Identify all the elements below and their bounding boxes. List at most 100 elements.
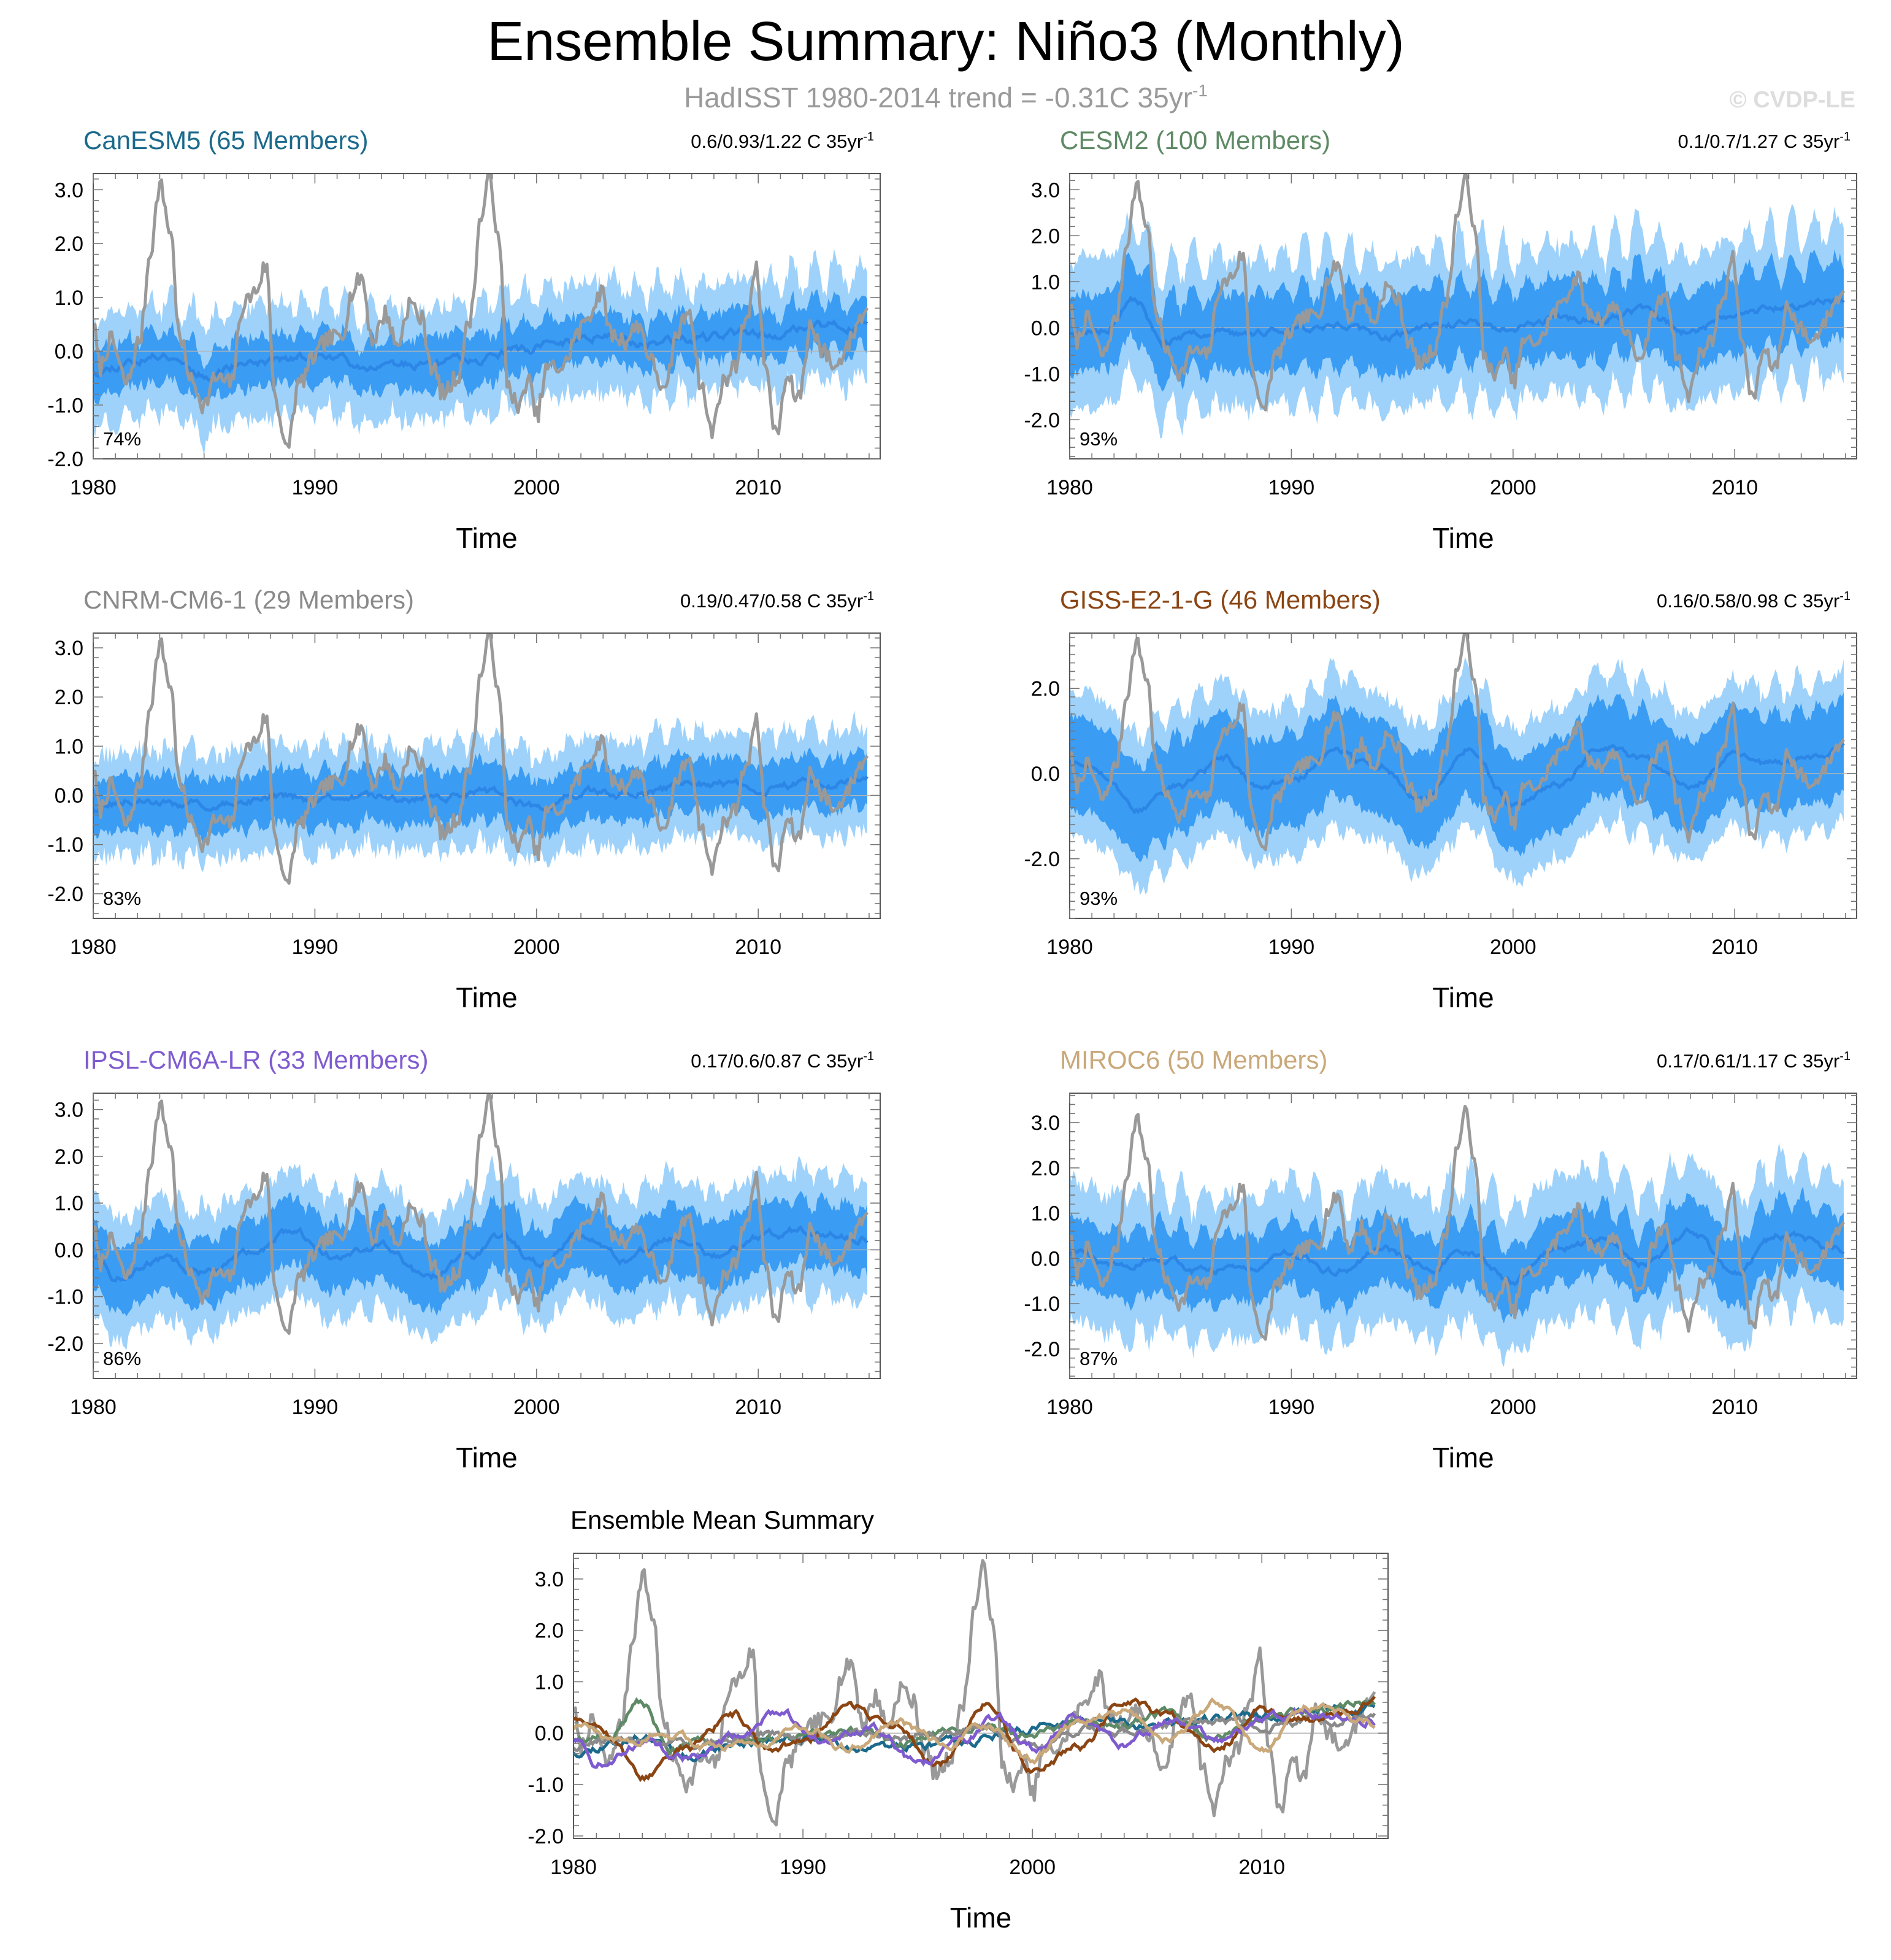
miroc6-ytick-label: 0.0	[1031, 1247, 1060, 1270]
miroc6-ytick-label: 1.0	[1031, 1202, 1060, 1226]
canesm5-xtick-label: 1980	[70, 476, 117, 499]
giss-observation-line	[1070, 633, 1845, 851]
cesm2-ytick-label: -2.0	[1024, 409, 1060, 432]
canesm5-panel-title: CanESM5 (65 Members)	[83, 126, 368, 155]
summary-xtick-label: 2000	[1009, 1856, 1056, 1879]
figure-subtitle: HadISST 1980-2014 trend = -0.31C 35yr-1	[684, 81, 1208, 113]
ipsl-ytick-label: 2.0	[55, 1145, 83, 1169]
giss-panel-title: GISS-E2-1-G (46 Members)	[1060, 585, 1381, 614]
giss-xtick-label: 2010	[1711, 936, 1758, 959]
cesm2-ytick-label: 3.0	[1031, 179, 1060, 202]
canesm5-plot-frame	[93, 173, 881, 459]
cnrm-ytick-label: 1.0	[55, 735, 83, 758]
cnrm-xtick-label: 1980	[70, 936, 117, 959]
cesm2-ytick-label: 2.0	[1031, 225, 1060, 248]
cesm2-trend-label: 0.1/0.7/1.27 C 35yr-1	[1678, 130, 1851, 152]
summary-plot-area	[573, 1559, 1388, 1827]
cesm2-xtick-label: 2010	[1711, 476, 1758, 499]
canesm5-trend-label: 0.6/0.93/1.22 C 35yr-1	[691, 130, 874, 152]
summary-ytick-label: -1.0	[527, 1774, 564, 1797]
subtitle-superscript: -1	[1192, 81, 1208, 100]
giss-trend-label: 0.16/0.58/0.98 C 35yr-1	[1657, 590, 1851, 612]
giss-plot-frame	[1069, 632, 1857, 919]
panel-ensemble-mean-summary: 1980 1990 2000 2010 3.0 2.0 1.0 0.0 -1.0 -2.0 Ense…	[527, 1505, 1389, 1934]
summary-xtick-label: 1980	[550, 1856, 597, 1879]
cnrm-inner-spread-band	[93, 746, 867, 844]
panel-ipsl: 1980 1990 2000 2010 3.0 2.0 1.0 0.0 -1.0 -2.0 IPSL…	[47, 1045, 881, 1474]
cesm2-ytick-label: 1.0	[1031, 271, 1060, 294]
miroc6-ensemble-mean-line	[1070, 1226, 1845, 1287]
summary-xlabel: Time	[950, 1902, 1012, 1934]
summary-ytick-label: -2.0	[527, 1825, 564, 1848]
panel-canesm5: 1980 1990 2000 2010 3.0 2.0 1.0 0.0 -1.0 -2.0 CanE…	[47, 126, 881, 554]
cnrm-xtick-label: 2000	[513, 936, 560, 959]
summary-xtick-label: 1990	[780, 1856, 826, 1879]
cesm2-observation-line	[1070, 174, 1845, 412]
miroc6-ytick-label: -1.0	[1024, 1293, 1060, 1316]
miroc6-xtick-label: 1990	[1268, 1396, 1315, 1419]
giss-percent-label: 93%	[1080, 888, 1118, 909]
miroc6-xtick-label: 1980	[1046, 1396, 1093, 1419]
summary-observation-line	[573, 1559, 1376, 1827]
giss-inner-spread-band	[1070, 692, 1844, 863]
miroc6-ytick-label: -2.0	[1024, 1338, 1060, 1361]
summary-plot-frame	[573, 1553, 1389, 1839]
summary-ytick-label: 1.0	[535, 1670, 564, 1694]
giss-ytick-label: -2.0	[1024, 848, 1060, 871]
miroc6-percent-label: 87%	[1080, 1348, 1118, 1369]
summary-mean-line-ipsl	[573, 1706, 1376, 1769]
canesm5-ytick-label: 0.0	[55, 340, 83, 364]
cnrm-observation-line	[93, 633, 869, 885]
giss-xtick-label: 1990	[1268, 936, 1315, 959]
cnrm-plot-area	[93, 633, 880, 885]
cnrm-xlabel: Time	[456, 982, 518, 1013]
summary-mean-line-cnrm	[573, 1712, 1376, 1753]
cesm2-plot-area	[1070, 174, 1857, 439]
miroc6-xtick-label: 2010	[1711, 1396, 1758, 1419]
canesm5-observation-line	[93, 174, 869, 449]
ipsl-ytick-label: 1.0	[55, 1192, 83, 1215]
panel-cnrm: 1980 1990 2000 2010 3.0 2.0 1.0 0.0 -1.0 -2.0 CNRM…	[47, 585, 881, 1013]
subtitle-main: HadISST 1980-2014 trend = -0.31C 35yr	[684, 82, 1192, 113]
ipsl-xtick-label: 1980	[70, 1396, 117, 1419]
giss-xtick-label: 1980	[1046, 936, 1093, 959]
ipsl-ytick-label: 3.0	[55, 1099, 83, 1122]
ipsl-ytick-label: 0.0	[55, 1239, 83, 1262]
summary-mean-line-miroc6	[573, 1697, 1376, 1765]
giss-xtick-label: 2000	[1490, 936, 1536, 959]
canesm5-xtick-label: 2010	[735, 476, 781, 499]
cesm2-xtick-label: 1990	[1268, 476, 1315, 499]
cnrm-ytick-label: 2.0	[55, 686, 83, 709]
cnrm-panel-title: CNRM-CM6-1 (29 Members)	[83, 585, 414, 614]
cesm2-panel-title: CESM2 (100 Members)	[1060, 126, 1330, 155]
ipsl-plot-area	[93, 1093, 880, 1350]
canesm5-ytick-label: 3.0	[55, 179, 83, 202]
cesm2-ytick-label: -1.0	[1024, 363, 1060, 386]
panel-giss: 1980 1990 2000 2010 2.0 0.0 -2.0 GISS-E2-1-G (4…	[1024, 585, 1857, 1013]
cnrm-ytick-label: 0.0	[55, 785, 83, 808]
canesm5-ytick-label: 1.0	[55, 286, 83, 310]
cnrm-xtick-label: 2010	[735, 936, 781, 959]
miroc6-xlabel: Time	[1432, 1442, 1494, 1474]
ipsl-xtick-label: 2000	[513, 1396, 560, 1419]
giss-ytick-label: 2.0	[1031, 677, 1060, 701]
summary-ytick-label: 0.0	[535, 1722, 564, 1745]
giss-xlabel: Time	[1432, 982, 1494, 1013]
miroc6-xtick-label: 2000	[1490, 1396, 1536, 1419]
ipsl-plot-frame	[93, 1093, 881, 1379]
cnrm-ytick-label: -2.0	[47, 883, 83, 906]
canesm5-ensemble-mean-line	[93, 316, 869, 382]
cnrm-trend-label: 0.19/0.47/0.58 C 35yr-1	[680, 590, 874, 612]
canesm5-xtick-label: 2000	[513, 476, 560, 499]
giss-plot-area	[1070, 633, 1857, 896]
panel-miroc6: 1980 1990 2000 2010 3.0 2.0 1.0 0.0 -1.0 -2.0 MIRO…	[1024, 1045, 1857, 1474]
miroc6-observation-line	[1070, 1104, 1845, 1341]
canesm5-percent-label: 74%	[103, 428, 141, 450]
watermark: © CVDP-LE	[1730, 87, 1855, 113]
cnrm-ytick-label: 3.0	[55, 637, 83, 660]
cnrm-ensemble-mean-line	[93, 775, 869, 814]
ipsl-panel-title: IPSL-CM6A-LR (33 Members)	[83, 1045, 428, 1074]
summary-ytick-label: 3.0	[535, 1568, 564, 1591]
miroc6-trend-label: 0.17/0.61/1.17 C 35yr-1	[1657, 1050, 1851, 1072]
summary-ytick-label: 2.0	[535, 1620, 564, 1643]
